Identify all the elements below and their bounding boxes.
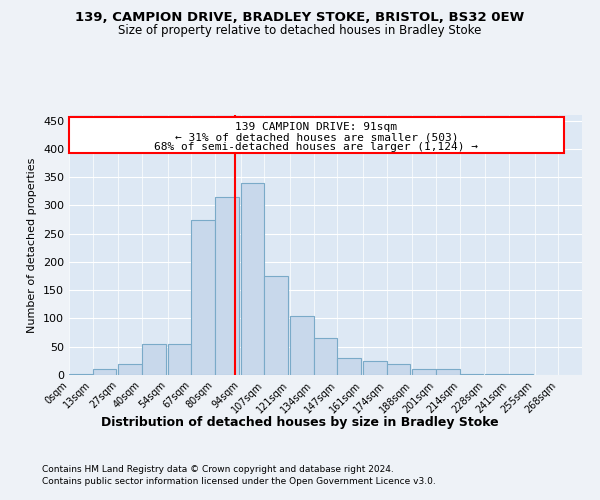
Text: Size of property relative to detached houses in Bradley Stoke: Size of property relative to detached ho… bbox=[118, 24, 482, 37]
Bar bbox=[215, 197, 239, 375]
Y-axis label: Number of detached properties: Number of detached properties bbox=[28, 158, 37, 332]
Bar bbox=[386, 364, 410, 375]
Text: 139 CAMPION DRIVE: 91sqm: 139 CAMPION DRIVE: 91sqm bbox=[235, 122, 397, 132]
Bar bbox=[290, 316, 314, 375]
Text: Contains public sector information licensed under the Open Government Licence v3: Contains public sector information licen… bbox=[42, 476, 436, 486]
Bar bbox=[142, 344, 166, 375]
Bar bbox=[363, 361, 386, 375]
Bar bbox=[509, 374, 533, 375]
Bar bbox=[118, 364, 142, 375]
Text: 139, CAMPION DRIVE, BRADLEY STOKE, BRISTOL, BS32 0EW: 139, CAMPION DRIVE, BRADLEY STOKE, BRIST… bbox=[76, 11, 524, 24]
Bar bbox=[69, 374, 93, 375]
Text: ← 31% of detached houses are smaller (503): ← 31% of detached houses are smaller (50… bbox=[175, 132, 458, 142]
Bar bbox=[241, 183, 265, 375]
Bar bbox=[337, 358, 361, 375]
Bar bbox=[485, 374, 509, 375]
Bar bbox=[93, 370, 116, 375]
Bar bbox=[460, 374, 484, 375]
Bar bbox=[265, 276, 288, 375]
Bar bbox=[436, 370, 460, 375]
Bar bbox=[191, 220, 215, 375]
Text: 68% of semi-detached houses are larger (1,124) →: 68% of semi-detached houses are larger (… bbox=[154, 142, 478, 152]
FancyBboxPatch shape bbox=[69, 118, 564, 153]
Text: Contains HM Land Registry data © Crown copyright and database right 2024.: Contains HM Land Registry data © Crown c… bbox=[42, 466, 394, 474]
Text: Distribution of detached houses by size in Bradley Stoke: Distribution of detached houses by size … bbox=[101, 416, 499, 429]
Bar bbox=[412, 370, 436, 375]
Bar bbox=[314, 338, 337, 375]
Bar bbox=[167, 344, 191, 375]
